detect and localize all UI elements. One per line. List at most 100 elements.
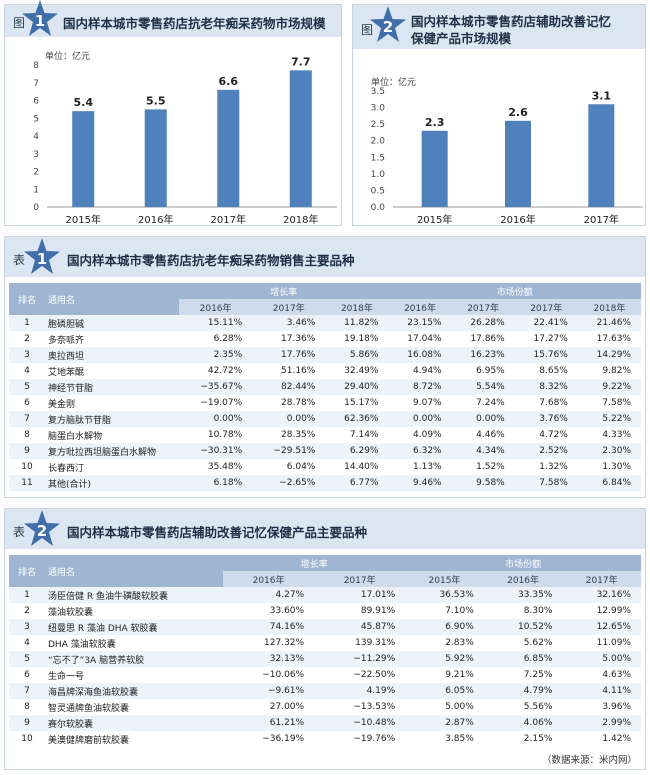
star-badge-icon: 1 — [22, 0, 58, 36]
value-cell: 5.00% — [562, 651, 641, 667]
value-cell: 2.15% — [483, 731, 563, 747]
name-cell: 海昌牌深海鱼油软胶囊 — [45, 683, 223, 699]
col-year-header: 2016年 — [179, 299, 253, 315]
y-tick-label: 5 — [33, 114, 39, 124]
table-1-title-bar: 表 1 国内样本城市零售药店抗老年痴呆药物销售主要品种 — [5, 237, 645, 277]
col-year-header: 2016年 — [483, 571, 563, 587]
value-cell: 12.99% — [562, 603, 641, 619]
table-2-title-bar: 表 2 国内样本城市零售药店辅助改善记忆保健产品主要品种 — [5, 509, 645, 549]
value-cell: 6.77% — [325, 475, 389, 491]
table-2: 排名 通用名 增长率 市场份额 2016年 2017年 2015年 2016年 … — [9, 555, 641, 747]
col-share-header: 市场份额 — [388, 283, 641, 299]
value-cell: 4.63% — [562, 667, 641, 683]
name-cell: 生命一号 — [45, 667, 223, 683]
value-cell: 10.78% — [179, 427, 253, 443]
table-subheader-row: 2016年 2017年 2015年 2016年 2017年 — [9, 571, 641, 587]
rank-cell: 5 — [9, 379, 45, 395]
value-cell: 8.65% — [514, 363, 578, 379]
value-cell: 127.32% — [223, 635, 315, 651]
col-rank-header: 排名 — [9, 555, 45, 587]
name-cell: 长春西汀 — [45, 459, 179, 475]
value-cell: 16.08% — [388, 347, 452, 363]
bar-value-label: 3.1 — [592, 89, 612, 102]
name-cell: “忘不了”3A 脑营养软胶 — [45, 651, 223, 667]
value-cell: 35.48% — [179, 459, 253, 475]
y-tick-label: 6 — [33, 97, 39, 107]
table-2-panel: 表 2 国内样本城市零售药店辅助改善记忆保健产品主要品种 排名 通用名 增长率 … — [4, 508, 646, 770]
table-row: 3 奥拉西坦 2.35% 17.76% 5.86% 16.08% 16.23% 15.76% 1… — [9, 347, 641, 363]
value-cell: 9.58% — [451, 475, 515, 491]
x-tick-label: 2016年 — [138, 213, 173, 225]
y-tick-label: 3 — [33, 150, 39, 160]
rank-cell: 9 — [9, 715, 45, 731]
value-cell: 32.13% — [223, 651, 315, 667]
chart-1-unit: 单位：亿元 — [45, 52, 91, 62]
table-row: 1 胞磷胆碱 15.11% 3.46% 11.82% 23.15% 26.28% 22.41%… — [9, 315, 641, 331]
value-cell: 7.58% — [514, 475, 578, 491]
value-cell: −30.31% — [179, 443, 253, 459]
figure-label: 图 — [13, 16, 26, 30]
table-row: 8 智灵通牌鱼油软胶囊 27.00% −13.53% 5.00% 5.56% 3.96% — [9, 699, 641, 715]
value-cell: 26.28% — [451, 315, 515, 331]
value-cell: 7.14% — [325, 427, 389, 443]
value-cell: 19.18% — [325, 331, 389, 347]
col-growth-header: 增长率 — [179, 283, 389, 299]
figure-number: 2 — [383, 18, 393, 36]
figure-2-title-line-2: 保健产品市场规模 — [411, 31, 512, 46]
value-cell: 15.76% — [514, 347, 578, 363]
name-cell: 复方脑肽节苷脂 — [45, 411, 179, 427]
x-tick-label: 2016年 — [500, 213, 535, 225]
x-tick-label: 2015年 — [417, 213, 452, 225]
table-row: 7 复方脑肽节苷脂 0.00% 0.00% 62.36% 0.00% 0.00% 3.76% 5… — [9, 411, 641, 427]
value-cell: 17.86% — [451, 331, 515, 347]
value-cell: 9.46% — [388, 475, 452, 491]
col-year-header: 2017年 — [562, 571, 641, 587]
rank-cell: 3 — [9, 347, 45, 363]
figure-1-title: 国内样本城市零售药店抗老年痴呆药物市场规模 — [63, 16, 326, 31]
value-cell: 3.76% — [514, 411, 578, 427]
value-cell: 2.87% — [405, 715, 484, 731]
value-cell: 16.23% — [451, 347, 515, 363]
table-1-title: 国内样本城市零售药店抗老年痴呆药物销售主要品种 — [67, 253, 355, 268]
value-cell: 1.32% — [514, 459, 578, 475]
bar — [217, 89, 240, 207]
star-badge-icon: 2 — [24, 510, 60, 546]
value-cell: −29.51% — [252, 443, 326, 459]
value-cell: 6.04% — [252, 459, 326, 475]
value-cell: 6.32% — [388, 443, 452, 459]
y-tick-label: 2.5 — [371, 120, 385, 130]
value-cell: 4.72% — [514, 427, 578, 443]
value-cell: 0.00% — [179, 411, 253, 427]
rank-cell: 4 — [9, 363, 45, 379]
table-row: 8 脑蛋白水解物 10.78% 28.35% 7.14% 4.09% 4.46% 4.72% 4… — [9, 427, 641, 443]
bar — [289, 70, 312, 207]
name-cell: 赛尔软胶囊 — [45, 715, 223, 731]
rank-cell: 2 — [9, 603, 45, 619]
col-year-header: 2018年 — [577, 299, 641, 315]
rank-cell: 1 — [9, 587, 45, 603]
rank-cell: 1 — [9, 315, 45, 331]
value-cell: 5.22% — [577, 411, 641, 427]
name-cell: 复方吡拉西坦脑蛋白水解物 — [45, 443, 179, 459]
value-cell: 14.29% — [577, 347, 641, 363]
value-cell: 17.04% — [388, 331, 452, 347]
bar — [505, 120, 531, 207]
table-subheader-row: 2016年 2017年 2018年 2016年 2017年 2017年 2018… — [9, 299, 641, 315]
name-cell: DHA 藻油软胶囊 — [45, 635, 223, 651]
name-cell: 美澳健牌磨前软胶囊 — [45, 731, 223, 747]
data-source-note: （数据来源：米内网） — [541, 755, 637, 766]
value-cell: 2.99% — [562, 715, 641, 731]
rank-cell: 7 — [9, 683, 45, 699]
value-cell: 1.42% — [562, 731, 641, 747]
name-cell: 奥拉西坦 — [45, 347, 179, 363]
table-header-row: 排名 通用名 增长率 市场份额 — [9, 555, 641, 587]
value-cell: 6.29% — [325, 443, 389, 459]
value-cell: 7.25% — [483, 667, 563, 683]
value-cell: 17.27% — [514, 331, 578, 347]
star-badge-icon: 2 — [370, 6, 406, 42]
value-cell: 10.52% — [483, 619, 563, 635]
value-cell: 6.18% — [179, 475, 253, 491]
table-2-body: 1 汤臣倍健 R 鱼油牛磺酸软胶囊 4.27% 17.01% 36.53% 33.35% 3… — [9, 587, 641, 747]
value-cell: 22.41% — [514, 315, 578, 331]
x-tick-label: 2015年 — [66, 213, 101, 225]
